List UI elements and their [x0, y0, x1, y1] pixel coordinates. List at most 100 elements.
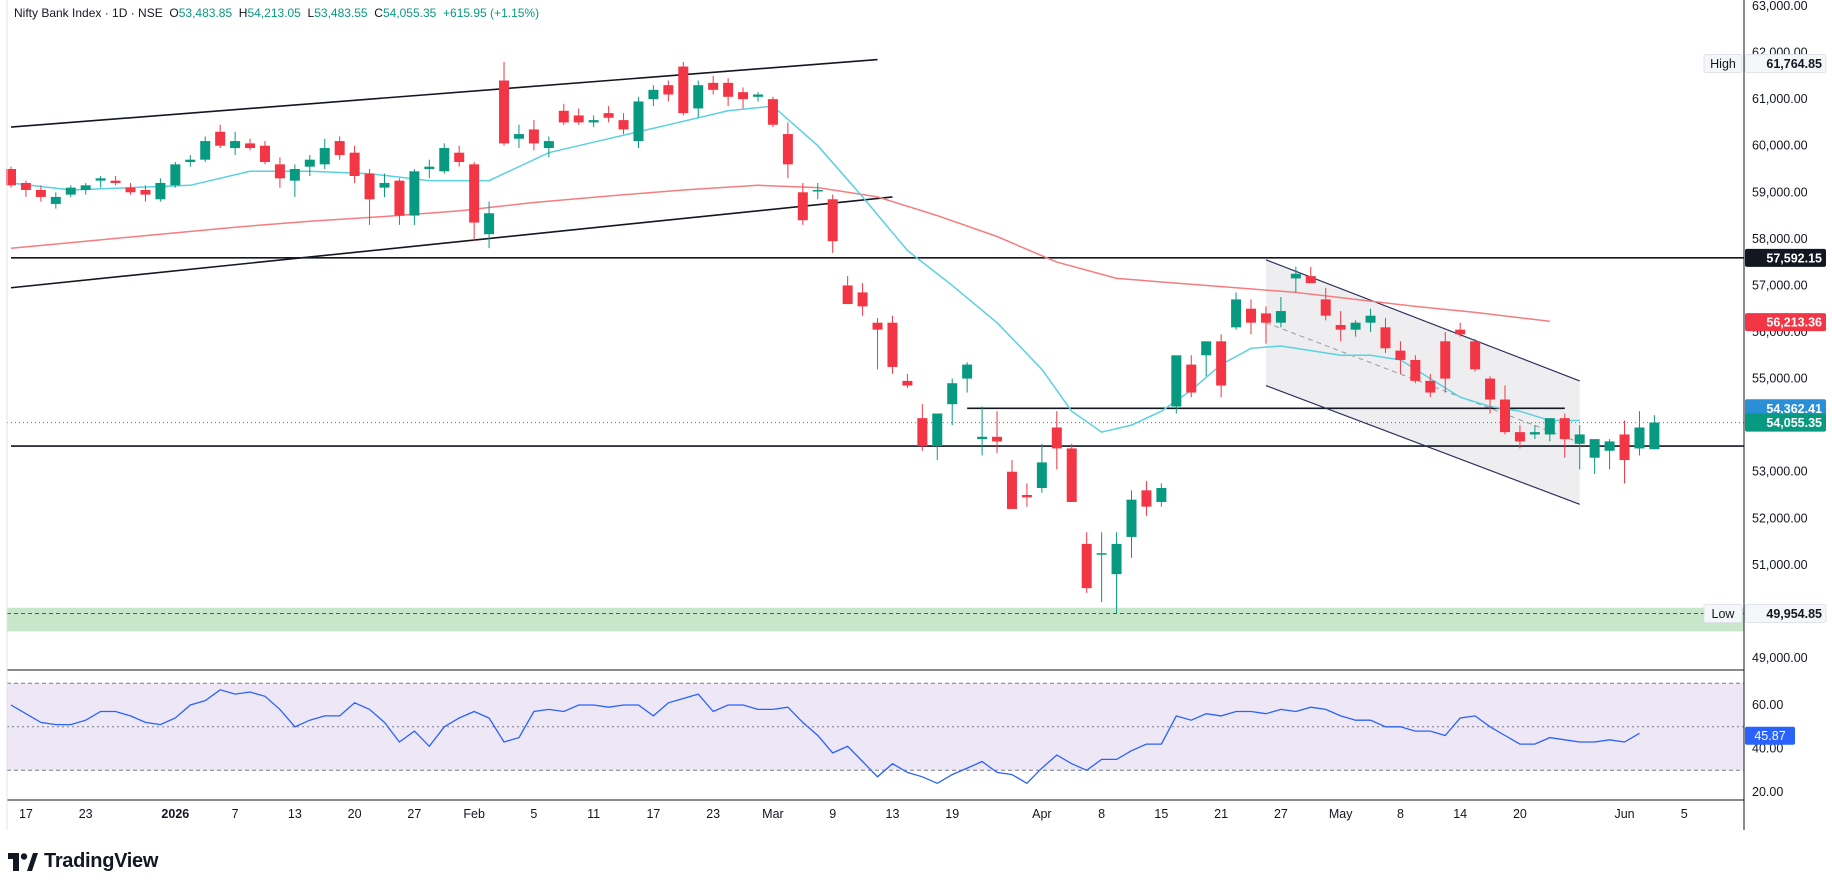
candle[interactable]	[812, 182, 823, 200]
candle[interactable]	[1604, 439, 1615, 470]
candle-body[interactable]	[499, 80, 510, 144]
candle-body[interactable]	[1260, 313, 1271, 323]
candle-body[interactable]	[932, 413, 943, 447]
candle-body[interactable]	[767, 99, 778, 125]
candle[interactable]	[1470, 338, 1481, 372]
rsi-pane[interactable]	[7, 669, 1744, 801]
candle-body[interactable]	[753, 94, 763, 97]
candle[interactable]	[678, 61, 689, 116]
candle-body[interactable]	[1246, 308, 1257, 323]
candle[interactable]	[1559, 413, 1570, 458]
candle[interactable]	[1335, 311, 1346, 342]
candle[interactable]	[6, 166, 16, 188]
candle-body[interactable]	[469, 164, 480, 223]
candle-body[interactable]	[1529, 432, 1540, 435]
candle[interactable]	[753, 92, 763, 102]
candle-body[interactable]	[782, 134, 793, 165]
candle-body[interactable]	[334, 141, 345, 156]
candle-body[interactable]	[902, 380, 913, 386]
candle-body[interactable]	[35, 189, 46, 197]
candle[interactable]	[1096, 532, 1107, 603]
candle[interactable]	[289, 164, 300, 197]
candle-body[interactable]	[319, 148, 330, 165]
candle[interactable]	[484, 201, 495, 249]
candle[interactable]	[693, 80, 704, 118]
candle-body[interactable]	[6, 169, 16, 186]
candle[interactable]	[1260, 306, 1271, 344]
candle[interactable]	[528, 120, 539, 151]
candle[interactable]	[304, 155, 315, 176]
candle[interactable]	[439, 143, 450, 174]
candle[interactable]	[1574, 425, 1585, 470]
candle[interactable]	[1500, 385, 1510, 435]
candle-body[interactable]	[738, 92, 749, 100]
candle[interactable]	[1395, 341, 1406, 374]
candle[interactable]	[992, 411, 1003, 454]
candle[interactable]	[618, 113, 629, 135]
candle-body[interactable]	[1395, 350, 1406, 360]
candle[interactable]	[125, 182, 136, 195]
candle[interactable]	[245, 138, 256, 151]
candle[interactable]	[454, 145, 465, 167]
candle[interactable]	[797, 182, 808, 225]
candle[interactable]	[215, 124, 226, 149]
candle-body[interactable]	[289, 169, 300, 181]
candle-body[interactable]	[439, 148, 450, 172]
candle[interactable]	[319, 138, 330, 169]
candle-body[interactable]	[1320, 299, 1331, 316]
candle[interactable]	[767, 96, 778, 128]
candle[interactable]	[95, 175, 106, 188]
candlestick-series[interactable]	[6, 61, 1660, 614]
candle-body[interactable]	[1111, 543, 1122, 575]
candle-body[interactable]	[1544, 418, 1555, 435]
candle-body[interactable]	[1410, 359, 1421, 381]
candle-body[interactable]	[618, 120, 629, 130]
candle-body[interactable]	[812, 189, 823, 192]
candle-body[interactable]	[170, 164, 181, 186]
candle[interactable]	[65, 185, 76, 197]
candle-body[interactable]	[1021, 495, 1032, 498]
candle[interactable]	[1350, 320, 1361, 337]
candle-body[interactable]	[917, 418, 928, 447]
candle-body[interactable]	[708, 82, 719, 90]
candle[interactable]	[1529, 425, 1540, 440]
candle[interactable]	[1231, 292, 1242, 330]
candle-body[interactable]	[1186, 364, 1197, 393]
candle[interactable]	[917, 404, 928, 451]
candle[interactable]	[1081, 532, 1092, 593]
candle[interactable]	[349, 145, 360, 183]
candle-body[interactable]	[633, 101, 644, 142]
candle-body[interactable]	[1081, 543, 1092, 589]
candle-body[interactable]	[110, 180, 121, 183]
candle-body[interactable]	[1649, 422, 1660, 450]
candle[interactable]	[1111, 532, 1122, 614]
candle-body[interactable]	[1231, 299, 1242, 328]
candle[interactable]	[513, 124, 524, 149]
candle-body[interactable]	[200, 141, 211, 160]
candle[interactable]	[1544, 418, 1555, 442]
trendline-resistance-0[interactable]	[10, 58, 878, 128]
rsi-line[interactable]	[10, 689, 1640, 785]
candle-body[interactable]	[1006, 471, 1017, 509]
candle-body[interactable]	[1141, 490, 1152, 507]
candle-body[interactable]	[723, 82, 734, 97]
candle[interactable]	[35, 185, 46, 202]
candle[interactable]	[782, 122, 793, 179]
candle[interactable]	[1141, 481, 1152, 516]
trendline-channel_bottom-6[interactable]	[1265, 384, 1580, 505]
candle-body[interactable]	[543, 141, 554, 149]
candle[interactable]	[1305, 266, 1316, 284]
candle-body[interactable]	[454, 152, 465, 163]
candle-body[interactable]	[1470, 341, 1481, 370]
candle-body[interactable]	[364, 173, 375, 200]
candle-body[interactable]	[95, 178, 106, 181]
candle[interactable]	[1380, 318, 1391, 353]
candle-body[interactable]	[1365, 315, 1376, 323]
candle[interactable]	[1006, 460, 1017, 509]
candle-body[interactable]	[1604, 441, 1615, 451]
candle[interactable]	[857, 283, 868, 316]
candle[interactable]	[603, 106, 614, 123]
candle[interactable]	[1514, 425, 1525, 449]
candle-body[interactable]	[155, 182, 166, 200]
candle[interactable]	[1201, 341, 1212, 377]
